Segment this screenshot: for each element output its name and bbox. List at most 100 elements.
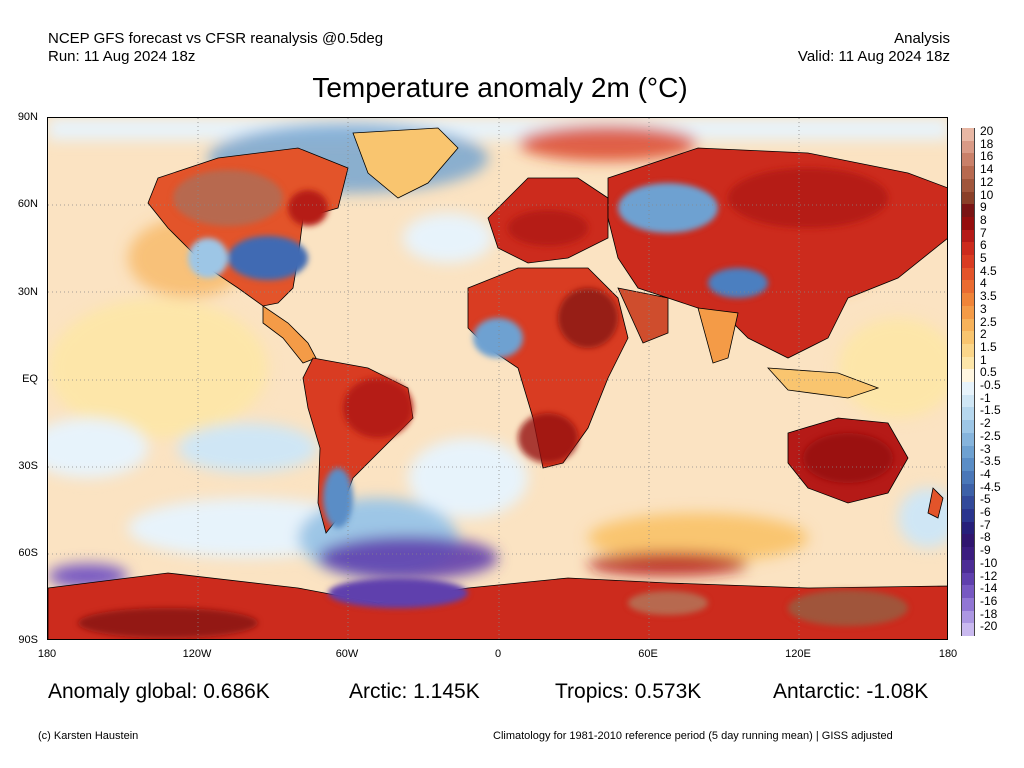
antarctica-land [48, 572, 947, 639]
lon-label-120w: 120W [182, 648, 212, 660]
stat-arctic: Arctic: 1.145K [349, 680, 480, 703]
colorbar-tick-label: 8 [980, 212, 987, 227]
colorbar-segment [961, 204, 975, 218]
colorbar-segment [961, 166, 975, 180]
colorbar-segment [961, 255, 975, 269]
lat-label-60n: 60N [17, 198, 38, 210]
colorbar-tick-label: -12 [980, 568, 998, 583]
colorbar-segment [961, 305, 975, 319]
colorbar-segment [961, 382, 975, 396]
colorbar-segment [961, 509, 975, 523]
lat-label-30s: 30S [18, 460, 38, 472]
colorbar-tick-label: -7 [980, 517, 991, 532]
lon-label-120e: 120E [785, 648, 811, 660]
colorbar-segment [961, 318, 975, 332]
credit-label: (c) Karsten Haustein [38, 730, 139, 742]
colorbar-tick-label: -4.5 [980, 479, 1001, 494]
lon-label-180w: 180 [37, 648, 57, 660]
colorbar-tick-label: 0.5 [980, 365, 997, 380]
land-anomaly-field [78, 168, 908, 638]
colorbar-tick-label: -3 [980, 441, 991, 456]
colorbar-segment [961, 369, 975, 383]
product-label: NCEP GFS forecast vs CFSR reanalysis @0.… [48, 30, 384, 47]
colorbar-segment [961, 229, 975, 243]
new-zealand-land [927, 487, 944, 519]
colorbar-tick-label: 14 [980, 162, 994, 177]
colorbar-segment [961, 191, 975, 205]
colorbar-segment [961, 496, 975, 510]
colorbar-tick-label: -1 [980, 390, 991, 405]
colorbar-tick-label: -5 [980, 492, 991, 507]
colorbar-segment [961, 128, 975, 142]
colorbar-segment [961, 267, 975, 281]
colorbar-segment [961, 216, 975, 231]
colorbar-segment [961, 153, 975, 167]
colorbar-segment [961, 597, 975, 612]
colorbar-tick-label: 2 [980, 327, 987, 342]
colorbar-tick-label: -20 [980, 619, 998, 634]
colorbar-tick-label: 1.5 [980, 339, 997, 354]
colorbar-segment [961, 356, 975, 370]
analysis-label: Analysis [894, 30, 950, 47]
lat-label-90s: 90S [18, 634, 38, 646]
colorbar-segment [961, 483, 975, 497]
colorbar-segment [961, 178, 975, 192]
colorbar-segment [961, 394, 975, 408]
arabia-land [617, 287, 669, 344]
colorbar-tick-label: 3.5 [980, 289, 997, 304]
colorbar-tick-label: -4 [980, 466, 991, 481]
colorbar-tick-label: 9 [980, 200, 987, 215]
colorbar-tick-label: -8 [980, 530, 991, 545]
colorbar-segment [961, 458, 975, 472]
map-title: Temperature anomaly 2m (°C) [312, 72, 688, 103]
colorbar-tick-label: -10 [980, 555, 998, 570]
colorbar-segment [961, 432, 975, 446]
stat-antarctic: Antarctic: -1.08K [773, 680, 929, 703]
colorbar-segment [961, 572, 975, 586]
central-america-land [262, 305, 317, 364]
colorbar-tick-label: 1 [980, 352, 987, 367]
colorbar-tick-label: -1.5 [980, 403, 1001, 418]
colorbar-segment [961, 610, 975, 624]
header-left: NCEP GFS forecast vs CFSR reanalysis @0.… [48, 30, 383, 66]
colorbar-tick-label: 10 [980, 187, 994, 202]
colorbar-tick-label: -18 [980, 606, 998, 621]
india-land [697, 307, 739, 364]
lon-label-60e: 60E [638, 648, 658, 660]
colorbar-tick-label: 18 [980, 136, 994, 151]
colorbar-segment [961, 407, 975, 421]
colorbar-segment [961, 445, 975, 459]
colorbar-segment [961, 585, 975, 599]
colorbar-tick-label: -2.5 [980, 428, 1001, 443]
colorbar-tick-label: -6 [980, 505, 991, 519]
colorbar-tick-label: 2.5 [980, 314, 997, 329]
colorbar-tick-label: 20 [980, 124, 994, 138]
indonesia-land [767, 367, 880, 399]
colorbar-segment [961, 559, 975, 573]
run-label: Run: 11 Aug 2024 18z [48, 48, 196, 65]
colorbar-tick-label: 3 [980, 301, 987, 316]
colorbar-segment [961, 534, 975, 548]
colorbar-tick-label: -16 [980, 593, 998, 608]
lat-label-90n: 90N [17, 111, 38, 123]
colorbar-tick-label: 16 [980, 149, 994, 164]
colorbar-tick-label: -2 [980, 416, 991, 431]
header-right: Analysis Valid: 11 Aug 2024 18z [798, 30, 950, 66]
colorbar-tick-label: 5 [980, 251, 987, 265]
colorbar-segment [961, 293, 975, 307]
stat-global: Anomaly global: 0.686K [48, 680, 270, 703]
colorbar-tick-label: 12 [980, 174, 994, 189]
colorbar-segment [961, 280, 975, 294]
colorbar-tick-label: -3.5 [980, 454, 1001, 469]
lat-label-30n: 30N [17, 286, 38, 298]
colorbar-segment [961, 242, 975, 256]
colorbar-tick-label: 6 [980, 238, 987, 253]
colorbar-tick-label: -9 [980, 543, 991, 558]
stat-tropics: Tropics: 0.573K [555, 680, 702, 703]
colorbar-tick-label: 4 [980, 276, 987, 291]
colorbar-segment [961, 343, 975, 358]
colorbar-tick-label: -14 [980, 581, 998, 596]
lon-label-180e: 180 [938, 648, 958, 660]
colorbar-segment [961, 623, 975, 637]
colorbar-segment [961, 331, 975, 345]
